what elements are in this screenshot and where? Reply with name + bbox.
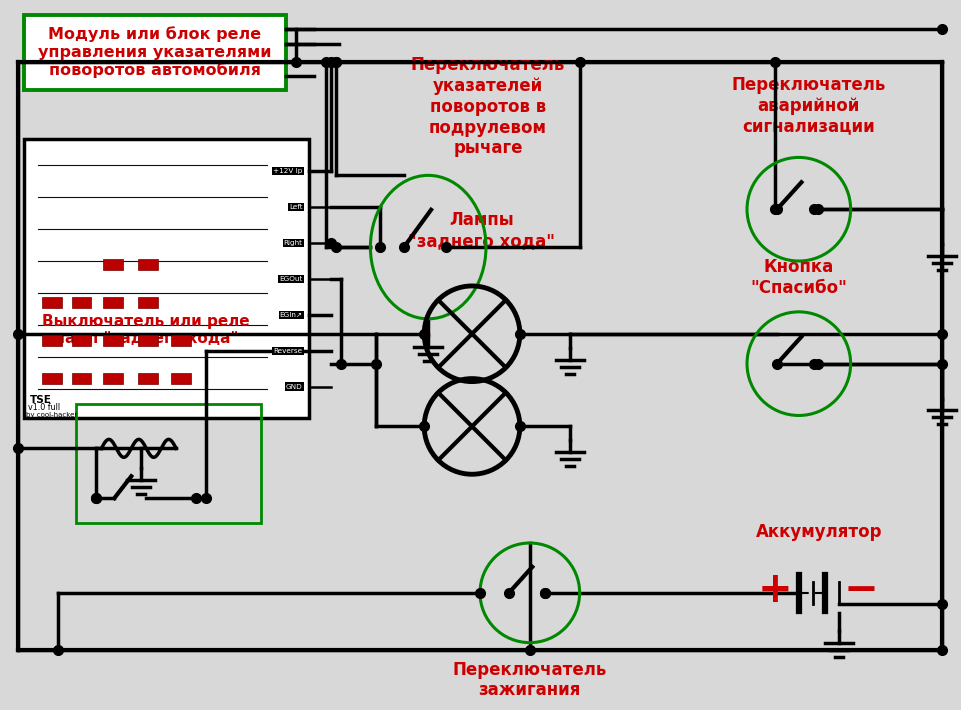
Text: TSE: TSE [30,395,52,405]
FancyBboxPatch shape [171,334,191,346]
FancyBboxPatch shape [138,373,158,383]
Text: EGIn↗: EGIn↗ [280,312,303,318]
FancyBboxPatch shape [71,373,91,383]
Text: Выключатель или реле
ламп "заднего хода": Выключатель или реле ламп "заднего хода" [42,314,250,346]
FancyBboxPatch shape [71,297,91,308]
FancyBboxPatch shape [171,373,191,383]
FancyBboxPatch shape [41,373,62,383]
Text: Кнопка
"Спасибо": Кнопка "Спасибо" [750,258,847,297]
Text: GND: GND [285,383,303,390]
Text: Лампы
"заднего хода": Лампы "заднего хода" [408,211,554,250]
FancyBboxPatch shape [41,297,62,308]
FancyBboxPatch shape [103,334,123,346]
FancyBboxPatch shape [24,15,285,89]
Text: EGOut: EGOut [279,276,303,282]
FancyBboxPatch shape [103,259,123,270]
FancyBboxPatch shape [138,297,158,308]
FancyBboxPatch shape [41,334,62,346]
Text: Переключатель
аварийной
сигнализации: Переключатель аварийной сигнализации [731,76,885,136]
Text: Left: Left [288,204,303,210]
Text: +: + [756,569,792,611]
FancyBboxPatch shape [103,297,123,308]
Text: Переключатель
указателей
поворотов в
подрулевом
рычаге: Переключатель указателей поворотов в под… [410,56,564,158]
Text: Reverse: Reverse [273,348,303,354]
Text: Right: Right [283,240,303,246]
Text: by cool-hacker: by cool-hacker [26,413,77,418]
FancyBboxPatch shape [138,334,158,346]
FancyBboxPatch shape [24,139,308,418]
Text: Аккумулятор: Аккумулятор [754,523,881,541]
Text: −: − [842,569,877,611]
Text: v1.0 full: v1.0 full [28,403,60,413]
Text: Переключатель
зажигания: Переключатель зажигания [453,660,606,699]
Text: +12V Ip: +12V Ip [273,168,303,175]
FancyBboxPatch shape [103,373,123,383]
Text: Модуль или блок реле
управления указателями
поворотов автомобиля: Модуль или блок реле управления указател… [37,26,271,78]
FancyBboxPatch shape [71,334,91,346]
FancyBboxPatch shape [138,259,158,270]
